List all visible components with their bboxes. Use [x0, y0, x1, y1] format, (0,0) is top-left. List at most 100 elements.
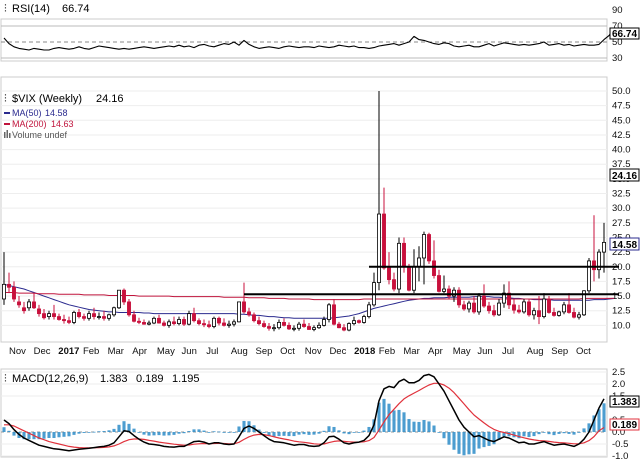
x-tick-label: Feb: [83, 346, 99, 357]
macd-hist-bar: [572, 432, 576, 435]
candle-body: [297, 323, 301, 329]
candle: [57, 313, 61, 321]
x-tick-label: May: [453, 346, 471, 357]
signal-tag-text: 0.189: [612, 420, 637, 431]
macd-hist-bar: [392, 410, 396, 432]
candle-body: [447, 288, 451, 297]
macd-hist-bar: [332, 426, 336, 432]
candle-body: [517, 309, 521, 313]
price-y-tick: 47.5: [612, 101, 631, 112]
candle-body: [282, 322, 286, 326]
price-y-tick: 20.0: [612, 262, 631, 273]
macd-hist-bar: [167, 432, 171, 436]
candle-body: [7, 283, 11, 288]
candle-body: [317, 324, 321, 329]
candle-body: [187, 313, 191, 325]
candle: [517, 304, 521, 314]
candle: [332, 298, 336, 326]
candle: [592, 215, 596, 282]
macd-hist-bar: [317, 432, 321, 434]
x-tick-label: Apr: [428, 346, 443, 357]
macd-hist-bar: [292, 432, 296, 437]
macd-hist-bar: [97, 431, 101, 433]
x-tick-label: Dec: [34, 346, 51, 357]
candle-body: [122, 289, 126, 303]
macd-hist-bar: [67, 432, 71, 437]
candle-body: [452, 289, 456, 297]
x-tick-label: 2017: [58, 346, 79, 357]
candle-body: [37, 308, 41, 315]
macd-hist-bar: [272, 432, 276, 437]
price-title: $VIX (Weekly): [12, 93, 82, 105]
candle: [22, 301, 26, 314]
macd-y-tick: -1.0: [612, 451, 628, 460]
macd-value-signal: 0.189: [136, 373, 164, 385]
candle: [562, 301, 566, 315]
candle-body: [477, 295, 481, 313]
rsi-line: [3, 28, 615, 51]
candle-body: [147, 322, 151, 325]
candle: [482, 284, 486, 308]
candle-body: [22, 307, 26, 312]
legend-volume-icon: [4, 130, 11, 138]
candle-body: [222, 322, 226, 326]
candle: [187, 310, 191, 326]
candle: [82, 313, 86, 321]
macd-hist-bar: [162, 432, 166, 436]
candle-body: [522, 301, 526, 313]
candle-body: [262, 323, 266, 327]
x-tick-label: Dec: [329, 346, 346, 357]
candle: [52, 304, 56, 320]
macd-hist-bar: [407, 419, 411, 432]
candle-body: [142, 322, 146, 325]
macd-hist-bar: [7, 430, 11, 432]
macd-hist-bar: [527, 432, 531, 438]
price-y-tick: 10.0: [612, 320, 631, 331]
candle: [217, 316, 221, 326]
candle: [352, 316, 356, 326]
candle-body: [202, 323, 206, 326]
macd-hist-bar: [367, 426, 371, 432]
candle-body: [197, 320, 201, 324]
candle-body: [132, 314, 136, 322]
price-y-tick: 37.5: [612, 159, 631, 170]
ma-tag: 14.58: [609, 237, 640, 251]
macd-title-icon: ⫶: [4, 373, 7, 385]
candle: [27, 298, 31, 311]
candle: [7, 272, 11, 294]
x-tick-label: Jul: [502, 346, 514, 357]
candle-body: [82, 316, 86, 319]
macd-value-macd: 1.383: [100, 373, 128, 385]
macd-line: [3, 373, 605, 452]
candle: [422, 231, 426, 285]
x-tick-label: 2018: [354, 346, 375, 357]
candle-body: [232, 321, 236, 325]
macd-hist-bar: [262, 432, 266, 433]
macd-tags: 1.383 0.189: [609, 395, 640, 431]
legend-ma50-value: 14.58: [45, 108, 68, 118]
macd-value-histogram: 1.195: [172, 373, 200, 385]
candle-body: [367, 304, 371, 317]
candle-body: [272, 327, 276, 330]
macd-hist-bar: [592, 415, 596, 432]
candle-body: [57, 316, 61, 320]
rsi-last-tag: 66.74: [609, 27, 640, 40]
candle: [277, 319, 281, 330]
candle: [257, 316, 261, 326]
candle-body: [467, 302, 471, 310]
candle-body: [77, 312, 81, 317]
macd-hist-bar: [557, 432, 561, 434]
candle-body: [97, 316, 101, 318]
rsi-last-value: 66.74: [62, 3, 90, 15]
candle-body: [377, 213, 381, 283]
candle-body: [402, 242, 406, 268]
price-last-value: 24.16: [96, 93, 124, 105]
x-tick-label: Nov: [305, 346, 322, 357]
legend-volume-label: Volume undef: [12, 130, 68, 140]
candle-body: [287, 324, 291, 330]
candle-body: [12, 286, 16, 300]
candle-body: [107, 314, 111, 319]
candle-body: [482, 295, 486, 307]
candle: [2, 252, 6, 305]
macd-hist-bar: [492, 432, 496, 445]
